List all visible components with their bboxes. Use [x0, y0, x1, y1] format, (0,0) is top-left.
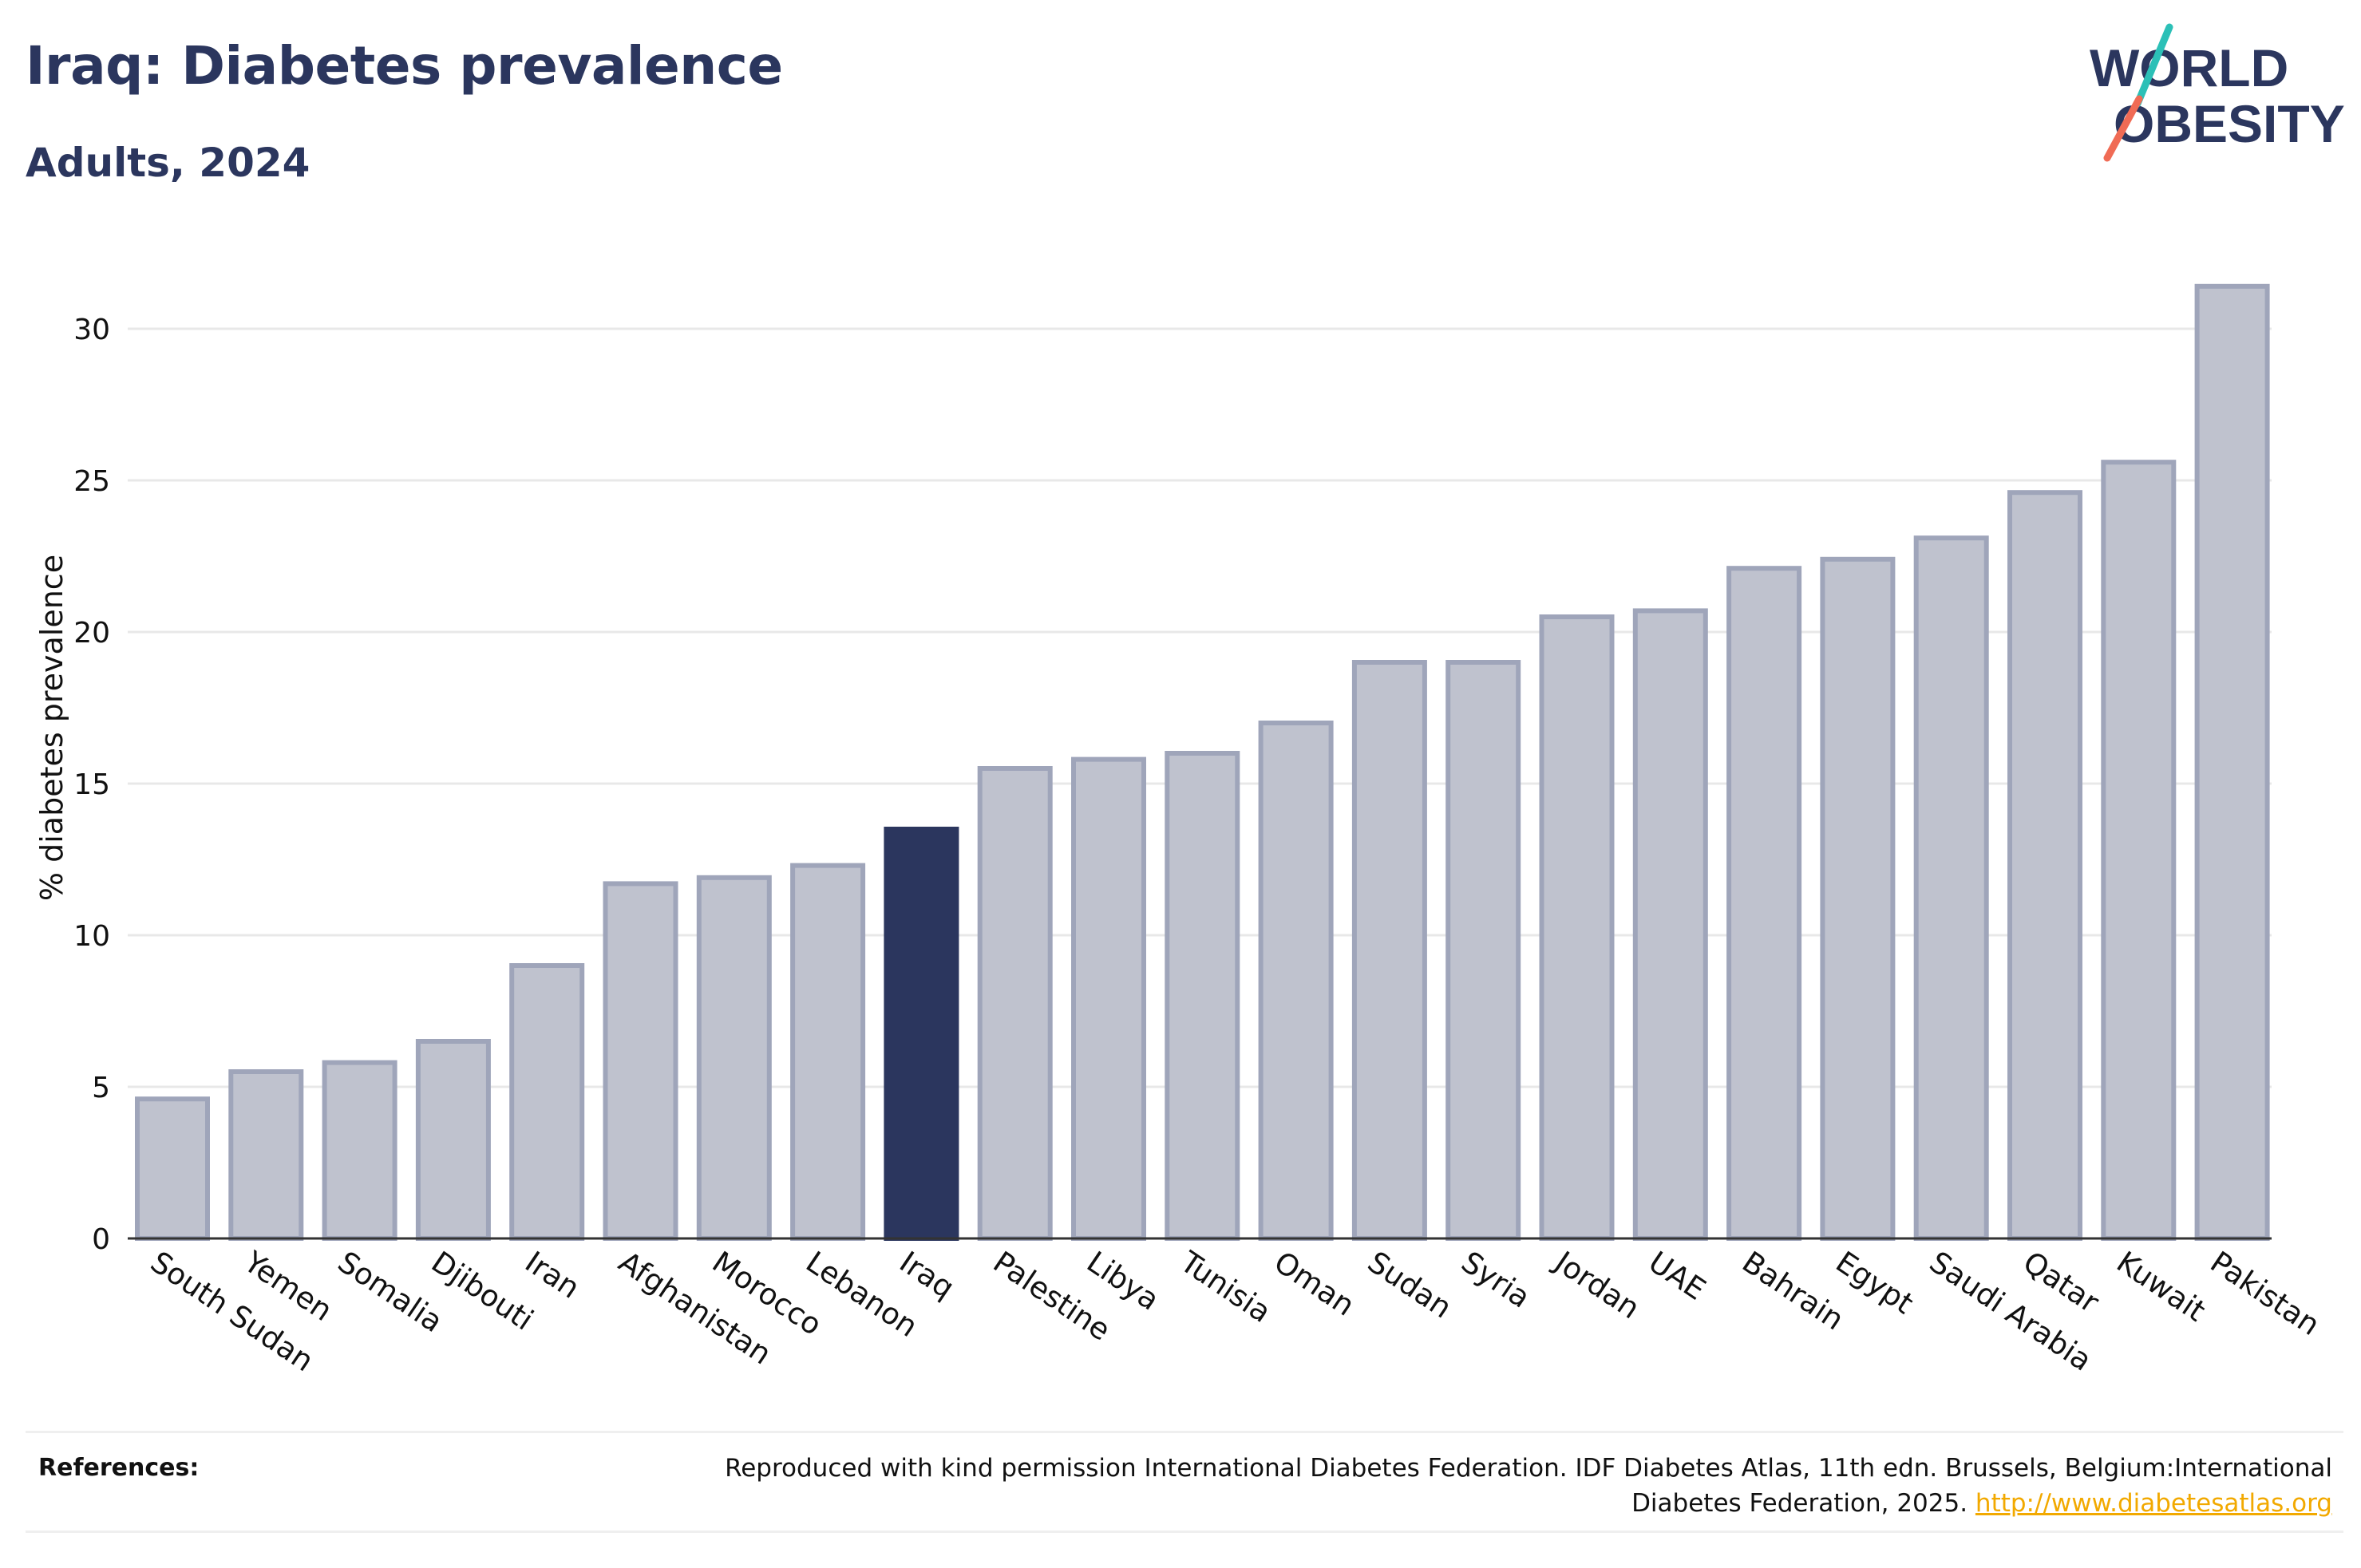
references-link[interactable]: http://www.diabetesatlas.org — [1975, 1489, 2332, 1518]
bars — [135, 283, 2270, 1242]
x-tick-label: Djibouti — [425, 1245, 540, 1337]
bar-saudi-arabia[interactable] — [1913, 535, 1989, 1241]
y-tick-label: 20 — [73, 617, 110, 650]
bar-syria[interactable] — [1445, 660, 1521, 1241]
x-tick-label: Iraq — [893, 1245, 960, 1305]
bar-south-sudan[interactable] — [135, 1096, 210, 1241]
bar-jordan[interactable] — [1539, 614, 1615, 1241]
y-tick-label: 15 — [73, 768, 110, 801]
x-tick-label: Iran — [519, 1245, 586, 1305]
bar-djibouti[interactable] — [415, 1039, 491, 1241]
bar-oman[interactable] — [1258, 721, 1334, 1241]
x-tick-label: Oman — [1268, 1245, 1361, 1323]
references-label: References: — [38, 1454, 200, 1482]
world-obesity-logo: WORLD OBESITY — [2090, 23, 2345, 162]
bar-yemen[interactable] — [228, 1069, 304, 1241]
references-text-block: Reproduced with kind permission Internat… — [624, 1451, 2332, 1521]
y-tick-label: 30 — [73, 314, 110, 346]
chart-subtitle: Adults, 2024 — [26, 140, 310, 186]
x-tick-label: Sudan — [1362, 1245, 1458, 1325]
bar-chart: 0 5 10 15 20 25 30 South SudanYemenSomaliaDjib… — [34, 283, 2326, 1379]
x-tick-label: Somalia — [332, 1245, 449, 1339]
x-tick-label: Tunisia — [1173, 1244, 1277, 1329]
bar-afghanistan[interactable] — [603, 881, 678, 1242]
y-tick-label: 5 — [92, 1072, 110, 1104]
bar-libya[interactable] — [1071, 756, 1146, 1241]
bar-iran[interactable] — [509, 963, 585, 1241]
x-tick-label: Jordan — [1548, 1244, 1646, 1326]
bar-sudan[interactable] — [1351, 660, 1427, 1241]
x-tick-label: Syria — [1455, 1245, 1536, 1315]
bar-uae[interactable] — [1632, 608, 1708, 1241]
chart-title: Iraq: Diabetes prevalence — [26, 35, 783, 97]
references-text: Reproduced with kind permission Internat… — [725, 1454, 2332, 1518]
y-tick-label: 10 — [73, 920, 110, 953]
y-tick-labels: 0 5 10 15 20 25 30 — [73, 314, 110, 1256]
references-bottom-divider — [26, 1530, 2343, 1533]
logo-slash-top — [2134, 23, 2173, 108]
x-tick-label: Saudi Arabia — [1924, 1245, 2098, 1378]
logo-line-1: WORLD — [2090, 38, 2288, 97]
bar-somalia[interactable] — [322, 1060, 397, 1241]
y-tick-label: 0 — [92, 1223, 110, 1256]
x-tick-label: Pakistan — [2205, 1245, 2326, 1342]
x-tick-label: UAE — [1643, 1245, 1712, 1307]
bar-iraq[interactable] — [884, 827, 959, 1241]
bar-lebanon[interactable] — [790, 863, 866, 1241]
logo-slash-bottom — [2103, 95, 2143, 162]
x-tick-label: South Sudan — [144, 1245, 320, 1379]
bar-egypt[interactable] — [1820, 556, 1896, 1241]
bar-qatar[interactable] — [2007, 490, 2082, 1241]
bar-palestine[interactable] — [977, 766, 1053, 1241]
references-top-divider — [26, 1431, 2343, 1433]
y-axis-label: % diabetes prevalence — [34, 555, 69, 901]
y-tick-label: 25 — [73, 465, 110, 498]
bar-pakistan[interactable] — [2194, 283, 2270, 1241]
bar-kuwait[interactable] — [2101, 460, 2177, 1241]
x-tick-label: Kuwait — [2110, 1245, 2212, 1329]
x-tick-label: Bahrain — [1736, 1245, 1850, 1337]
logo-line-2: OBESITY — [2114, 94, 2345, 153]
bar-bahrain[interactable] — [1726, 566, 1802, 1241]
bar-morocco[interactable] — [696, 875, 772, 1242]
bar-tunisia[interactable] — [1165, 751, 1240, 1241]
